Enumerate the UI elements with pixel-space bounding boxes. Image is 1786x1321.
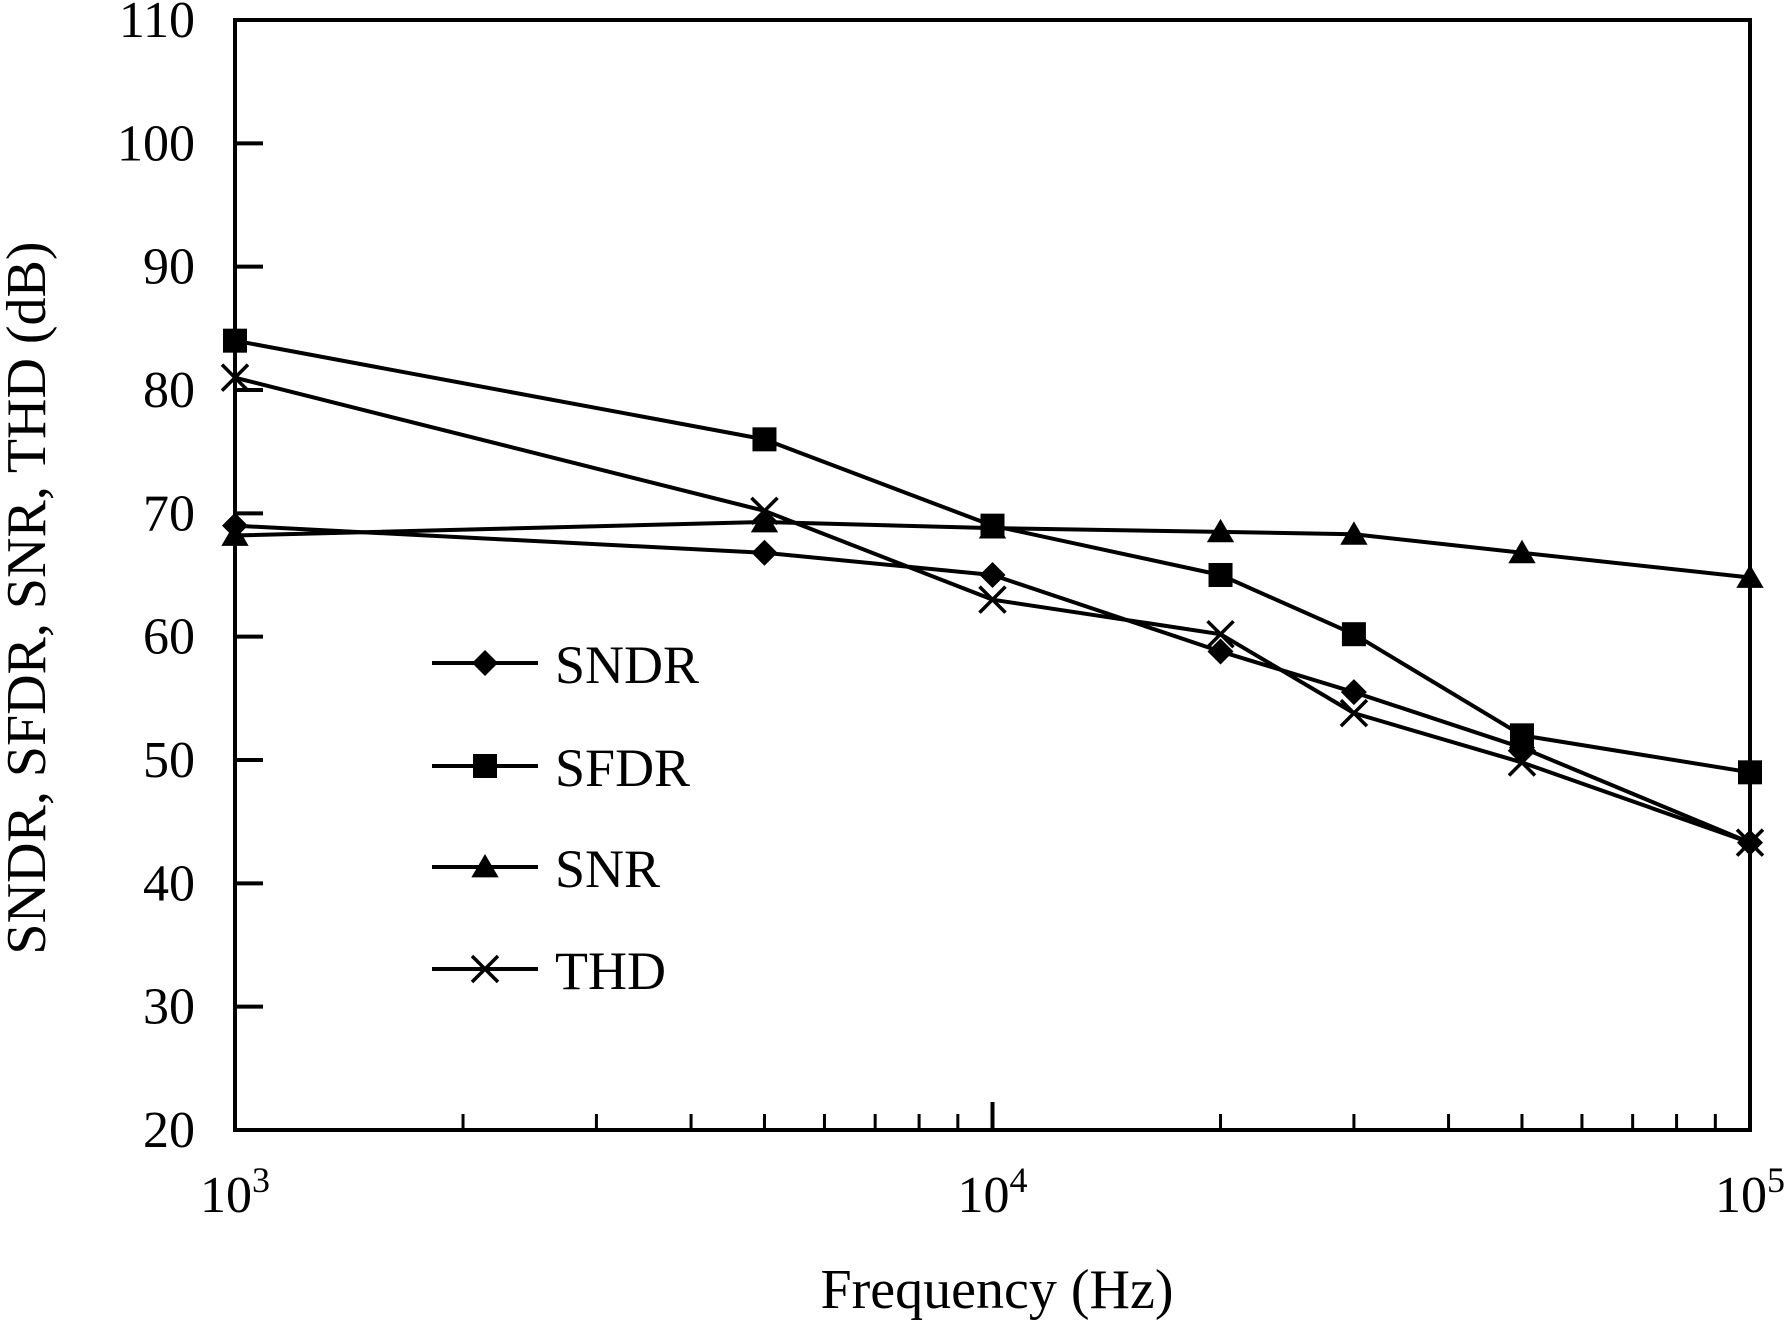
y-axis-ticks: 20 30 40 50 60 70 80 90 100 110: [117, 0, 263, 1159]
x-axis-title: Frequency (Hz): [821, 1259, 1174, 1321]
x-tick-base: 10: [200, 1167, 252, 1224]
data-point-sndr: [1340, 679, 1367, 706]
y-tick-label: 70: [143, 485, 195, 542]
x-tick-exponent: 5: [1767, 1160, 1785, 1200]
data-point-snr: [1508, 539, 1536, 564]
data-point-thd: [1507, 748, 1537, 777]
x-tick-label: 104: [958, 1160, 1028, 1224]
data-point-sfdr: [1341, 622, 1366, 647]
legend-item-sfdr: SFDR: [432, 738, 690, 798]
legend-marker-square: [473, 754, 497, 778]
data-point-snr: [1206, 518, 1235, 543]
y-tick-label: 40: [143, 855, 195, 912]
legend-marker-x: [470, 954, 500, 984]
legend: SNDR SFDR SNR THD: [432, 635, 699, 1001]
x-axis-ticks: 103 104 105: [200, 1102, 1785, 1224]
data-point-thd: [1339, 698, 1369, 728]
data-point-sndr: [979, 562, 1006, 588]
x-tick-base: 10: [958, 1167, 1010, 1224]
y-tick-label: 30: [143, 979, 195, 1036]
legend-label: SFDR: [555, 738, 690, 798]
data-point-sfdr: [1509, 723, 1534, 748]
y-tick-label: 100: [117, 115, 195, 172]
legend-label: THD: [555, 941, 666, 1001]
plot-frame: [233, 18, 1752, 1132]
data-point-thd: [978, 585, 1007, 614]
data-point-thd: [1206, 619, 1235, 649]
legend-marker-triangle: [471, 854, 499, 878]
data-point-snr: [750, 508, 779, 533]
y-tick-label: 20: [143, 1102, 195, 1159]
data-point-snr: [1340, 521, 1368, 545]
data-point-sfdr: [1208, 563, 1233, 587]
data-point-sndr: [751, 539, 778, 566]
series-layer: [220, 328, 1765, 857]
legend-label: SNR: [555, 839, 660, 899]
x-tick-exponent: 3: [252, 1160, 270, 1200]
series-sfdr: [223, 328, 1762, 785]
legend-item-thd: THD: [432, 941, 666, 1001]
data-point-sndr: [1207, 638, 1234, 665]
legend-marker-diamond: [472, 650, 498, 676]
x-minor-ticks: [461, 1114, 1717, 1130]
x-tick-label: 103: [200, 1160, 270, 1224]
data-point-sfdr: [752, 427, 777, 452]
y-tick-label: 110: [119, 0, 195, 49]
legend-label: SNDR: [555, 635, 699, 695]
legend-item-sndr: SNDR: [432, 635, 699, 695]
data-point-snr: [978, 515, 1007, 539]
y-tick-label: 90: [143, 239, 195, 296]
y-tick-label: 50: [143, 732, 195, 789]
y-tick-label: 80: [143, 362, 195, 419]
x-tick-base: 10: [1715, 1167, 1767, 1224]
x-tick-exponent: 4: [1010, 1160, 1028, 1200]
legend-item-snr: SNR: [432, 839, 660, 899]
data-point-thd: [750, 496, 779, 526]
y-axis-title: SNDR, SFDR, SNR, THD (dB): [0, 241, 58, 954]
x-tick-label: 105: [1715, 1160, 1785, 1224]
y-tick-label: 60: [143, 609, 195, 666]
